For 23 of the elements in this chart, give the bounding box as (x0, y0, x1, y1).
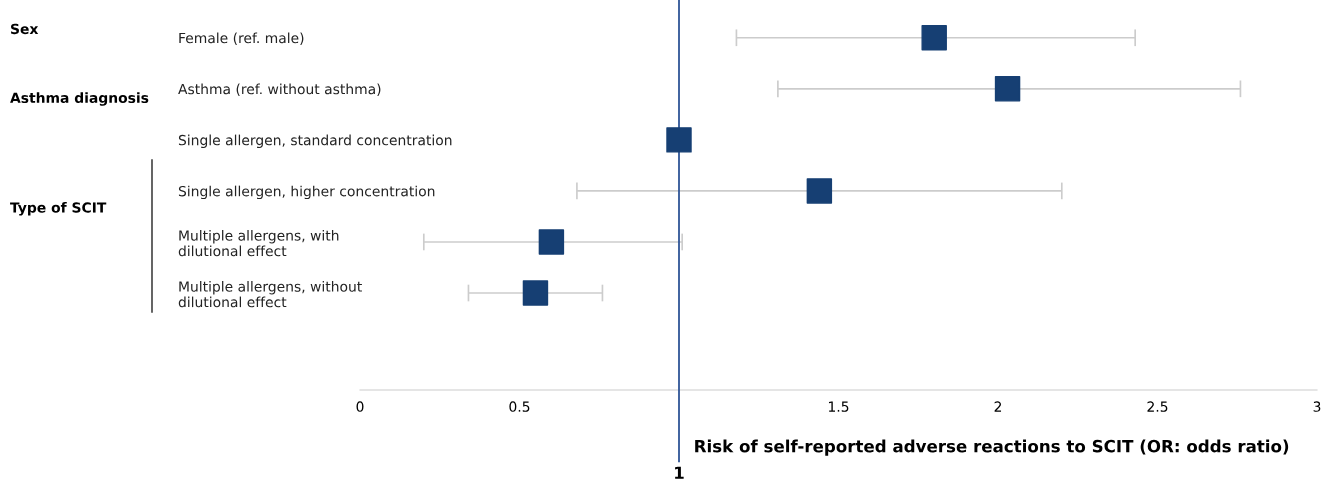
point (666, 127, 692, 153)
x-tick-label: 0 (356, 401, 364, 412)
point (538, 229, 565, 255)
point (921, 25, 947, 51)
x-tick-label: 3 (1313, 401, 1321, 412)
x-tick-label: 2 (994, 401, 1002, 412)
ref-line-label: 1 (675, 466, 684, 479)
y-tick-label: Single allergen, higher concentration (178, 185, 435, 200)
y-tick-label: Single allergen, standard concentration (178, 134, 452, 149)
text: Sex (11, 23, 39, 35)
point (522, 280, 549, 306)
x-tick-label: 1.5 (828, 401, 849, 412)
x-tick-label: 0.5 (509, 401, 530, 412)
y-tick-label: Female (ref. male) (179, 32, 304, 45)
y-tick-label: Multiple allergens, with dilutional effect (178, 229, 339, 257)
y-tick-label: Asthma (ref. without asthma) (178, 83, 381, 96)
text: Asthma diagnosis (10, 92, 149, 106)
point (806, 178, 833, 204)
x-tick-label: 2.5 (1147, 401, 1168, 412)
point (994, 76, 1021, 102)
y-tick-label: Multiple allergens, without dilutional effect (178, 281, 362, 308)
x-axis-title: Risk of self-reported adverse reactions to SCIT (OR: odds ratio) (695, 439, 1289, 456)
text: Type of SCIT (10, 202, 107, 216)
